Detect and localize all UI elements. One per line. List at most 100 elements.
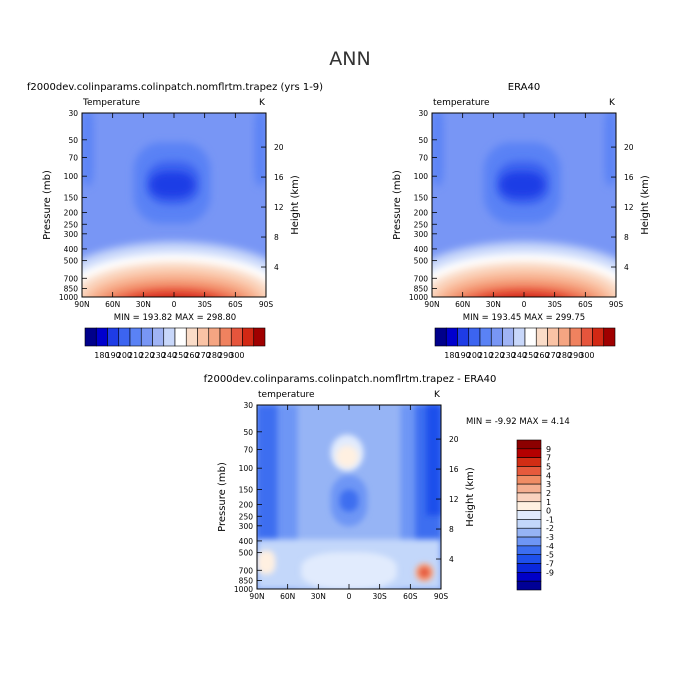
- contour-region-2: [604, 113, 616, 187]
- colorbar-label: 210: [478, 351, 493, 360]
- y-tick-label: 1000: [59, 293, 78, 302]
- colorbar-swatch: [84, 327, 97, 347]
- panel-subtitle: temperature: [258, 390, 315, 400]
- colorbar-swatch: [490, 327, 503, 347]
- y-tick-label: 850: [414, 284, 429, 293]
- x-tick-label: 0: [347, 592, 352, 601]
- height-tick-label: 8: [449, 525, 454, 534]
- y-tick-label: 200: [414, 209, 429, 218]
- y-tick-label: 400: [64, 245, 79, 254]
- colorbar-label: 290: [218, 351, 233, 360]
- x-tick-label: 90N: [249, 592, 264, 601]
- height-tick-label: 4: [274, 263, 279, 272]
- colorbar-label: 200: [117, 351, 132, 360]
- colorbar-swatch: [445, 327, 458, 347]
- units-label: K: [609, 98, 616, 108]
- height-axis-label: Height (km): [640, 175, 651, 235]
- units-label: K: [434, 390, 441, 400]
- y-tick-label: 30: [418, 109, 428, 118]
- y-tick-label: 300: [239, 522, 254, 531]
- colorbar-label: -7: [546, 560, 554, 569]
- y-tick-label: 1000: [409, 293, 428, 302]
- colorbar-label: 240: [162, 351, 177, 360]
- x-tick-label: 90S: [609, 300, 624, 309]
- y-tick-label: 200: [64, 209, 79, 218]
- colorbar-label: 210: [128, 351, 143, 360]
- contour-region-5: [426, 405, 441, 516]
- colorbar-label: 290: [568, 351, 583, 360]
- y-tick-label: 150: [64, 193, 79, 202]
- colorbar-label: 2: [546, 489, 551, 498]
- colorbar-label: 4: [546, 471, 551, 480]
- contour-region-5: [150, 171, 195, 198]
- colorbar-swatch: [219, 327, 232, 347]
- y-tick-label: 500: [414, 257, 429, 266]
- x-tick-label: 30N: [486, 300, 501, 309]
- colorbar-swatch: [468, 327, 481, 347]
- colorbar-label: 180: [444, 351, 459, 360]
- colorbar-swatch: [118, 327, 131, 347]
- height-axis-label: Height (km): [290, 175, 301, 235]
- x-tick-label: 90N: [74, 300, 89, 309]
- colorbar-label: 300: [579, 351, 594, 360]
- y-axis-label: Pressure (mb): [42, 170, 53, 240]
- colorbar-label: 280: [557, 351, 572, 360]
- colorbar-swatch: [230, 327, 243, 347]
- colorbar-label: -4: [546, 542, 554, 551]
- y-tick-label: 1000: [234, 585, 253, 594]
- colorbar-label: 190: [455, 351, 470, 360]
- colorbar-label: 3: [546, 480, 551, 489]
- colorbar-swatch: [516, 501, 542, 511]
- colorbar-label: 5: [546, 462, 551, 471]
- colorbar-label: -2: [546, 524, 554, 533]
- colorbar-swatch: [516, 448, 542, 458]
- colorbar-swatch: [140, 327, 153, 347]
- x-tick-label: 60S: [403, 592, 418, 601]
- height-tick-label: 8: [624, 233, 629, 242]
- colorbar-swatch: [547, 327, 560, 347]
- contour-region-14: [418, 566, 430, 578]
- height-axis-label: Height (km): [465, 467, 476, 527]
- height-tick-label: 16: [274, 173, 284, 182]
- colorbar-label: -1: [546, 515, 554, 524]
- height-tick-label: 12: [624, 203, 634, 212]
- y-tick-label: 100: [64, 172, 79, 181]
- y-axis-label: Pressure (mb): [217, 462, 228, 532]
- colorbar-label: 240: [512, 351, 527, 360]
- colorbar-swatch: [95, 327, 108, 347]
- x-tick-label: 60N: [455, 300, 470, 309]
- colorbar-swatch: [197, 327, 210, 347]
- panel-diff: 90N 60N 30N 0 30S 60S 90S305070100150200250300…: [204, 374, 570, 601]
- colorbar-swatch: [535, 327, 548, 347]
- y-tick-label: 250: [239, 512, 254, 521]
- colorbar-swatch: [516, 483, 542, 494]
- colorbar-swatch: [516, 474, 542, 485]
- colorbar-swatch: [516, 519, 542, 529]
- y-tick-label: 200: [239, 501, 254, 510]
- y-tick-label: 850: [64, 284, 79, 293]
- colorbar-label: 260: [184, 351, 199, 360]
- y-tick-label: 500: [64, 257, 79, 266]
- y-tick-label: 850: [239, 576, 254, 585]
- units-label: K: [259, 98, 266, 108]
- colorbar-swatch: [516, 563, 542, 573]
- panel-subtitle: temperature: [433, 98, 490, 108]
- colorbar-swatch: [242, 327, 255, 347]
- x-tick-label: 30N: [311, 592, 326, 601]
- colorbar-label: 300: [229, 351, 244, 360]
- x-tick-label: 30S: [373, 592, 388, 601]
- colorbar-label: 260: [534, 351, 549, 360]
- y-tick-label: 300: [64, 230, 79, 239]
- y-tick-label: 30: [68, 109, 78, 118]
- min-max-label: MIN = 193.82 MAX = 298.80: [114, 313, 236, 323]
- colorbar-label: 9: [546, 445, 551, 454]
- y-tick-label: 100: [414, 172, 429, 181]
- contour-region-11: [336, 445, 359, 468]
- contour-region-1: [432, 113, 444, 187]
- x-tick-label: 60S: [578, 300, 593, 309]
- x-tick-label: 60N: [280, 592, 295, 601]
- contour-region-2: [254, 113, 266, 187]
- colorbar-swatch: [457, 327, 470, 347]
